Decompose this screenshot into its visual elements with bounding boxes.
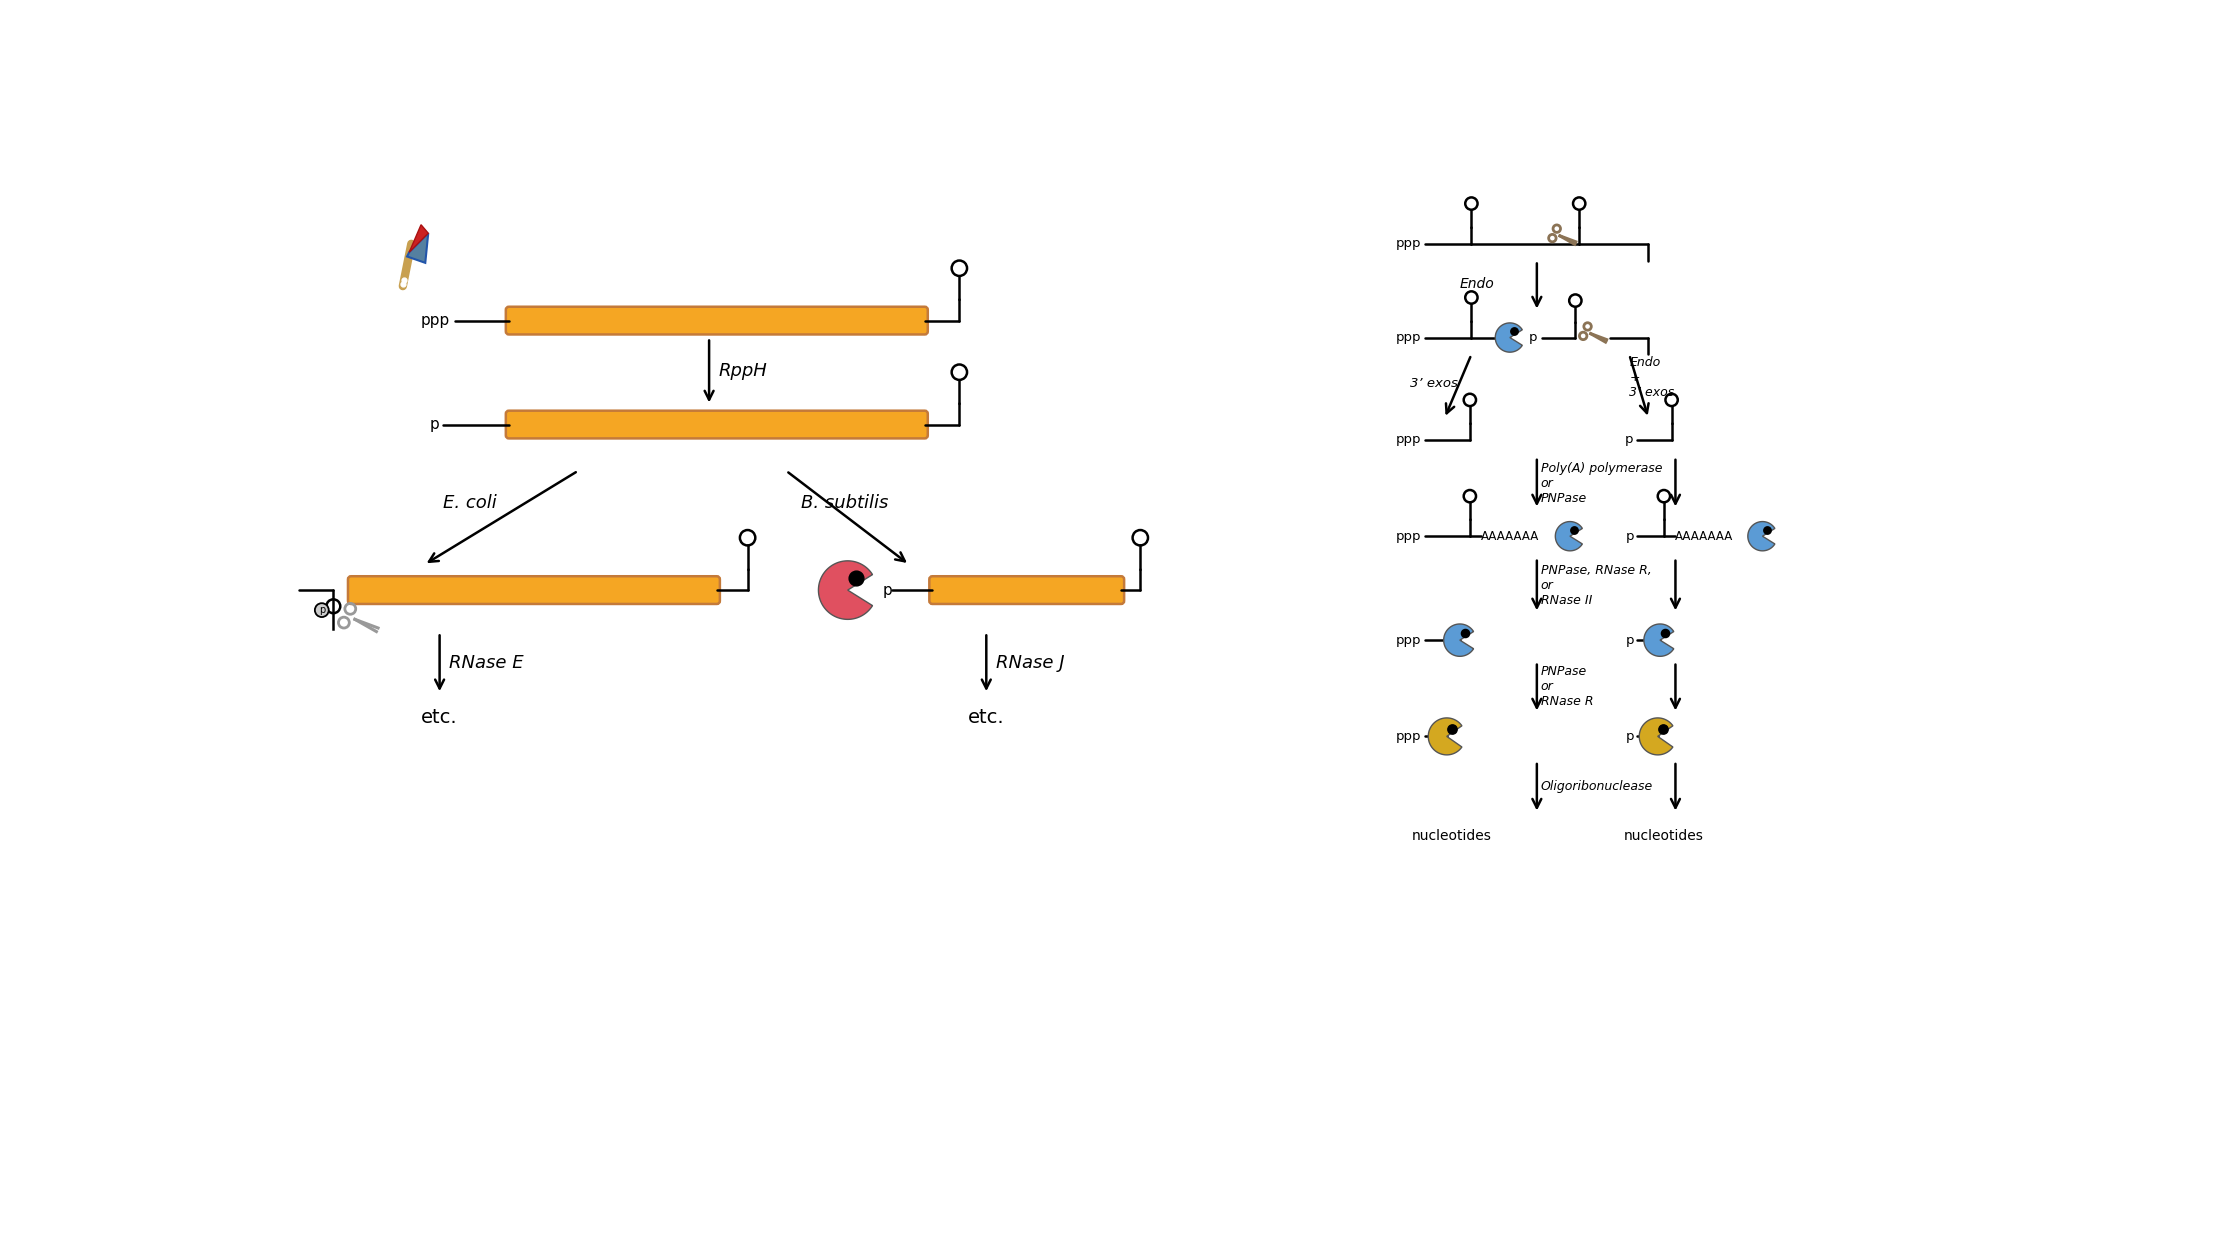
Text: Endo
+
3’ exos: Endo + 3’ exos [1628, 357, 1676, 399]
Text: ppp: ppp [1396, 331, 1422, 344]
Text: etc.: etc. [968, 708, 1004, 727]
FancyBboxPatch shape [506, 306, 927, 334]
Text: PNPase
or
RNase R: PNPase or RNase R [1541, 665, 1593, 708]
Text: p: p [1626, 730, 1635, 743]
Text: ppp: ppp [1396, 433, 1422, 446]
Text: p: p [1626, 529, 1635, 543]
Text: p: p [1530, 331, 1537, 344]
Text: nucleotides: nucleotides [1411, 829, 1492, 843]
Polygon shape [1747, 522, 1774, 551]
Text: Endo: Endo [1460, 277, 1494, 291]
Polygon shape [1640, 718, 1673, 755]
Polygon shape [818, 561, 874, 620]
Text: ppp: ppp [1396, 634, 1422, 646]
Polygon shape [408, 233, 428, 263]
Text: AAAAAAA: AAAAAAA [1676, 529, 1734, 543]
Polygon shape [1644, 624, 1673, 656]
Text: Poly(A) polymerase
or
PNPase: Poly(A) polymerase or PNPase [1541, 461, 1662, 504]
Text: ppp: ppp [1396, 529, 1422, 543]
Polygon shape [1496, 323, 1523, 352]
Text: Oligoribonuclease: Oligoribonuclease [1541, 780, 1653, 793]
Text: PNPase, RNase R,
or
RNase II: PNPase, RNase R, or RNase II [1541, 564, 1651, 607]
Text: AAAAAAA: AAAAAAA [1481, 529, 1539, 543]
Text: RNase E: RNase E [448, 654, 524, 673]
Polygon shape [410, 224, 428, 252]
Text: p: p [318, 605, 325, 615]
Text: p: p [1626, 634, 1635, 646]
Polygon shape [1429, 718, 1463, 755]
Text: etc.: etc. [421, 708, 457, 727]
Text: E. coli: E. coli [444, 494, 497, 512]
Polygon shape [1445, 624, 1474, 656]
FancyBboxPatch shape [347, 576, 719, 604]
Text: ppp: ppp [1396, 730, 1422, 743]
Text: nucleotides: nucleotides [1624, 829, 1705, 843]
Text: 3’ exos: 3’ exos [1409, 377, 1458, 391]
Text: RNase J: RNase J [995, 654, 1064, 673]
FancyBboxPatch shape [930, 576, 1124, 604]
Circle shape [316, 604, 329, 617]
Text: p: p [430, 417, 439, 432]
Text: B. subtilis: B. subtilis [802, 494, 889, 512]
Text: p: p [1624, 433, 1633, 446]
Text: p: p [883, 582, 892, 597]
Text: RppH: RppH [719, 363, 766, 381]
Polygon shape [1555, 522, 1581, 551]
Text: ppp: ppp [421, 312, 450, 328]
FancyBboxPatch shape [506, 411, 927, 438]
Text: ppp: ppp [1396, 237, 1422, 249]
